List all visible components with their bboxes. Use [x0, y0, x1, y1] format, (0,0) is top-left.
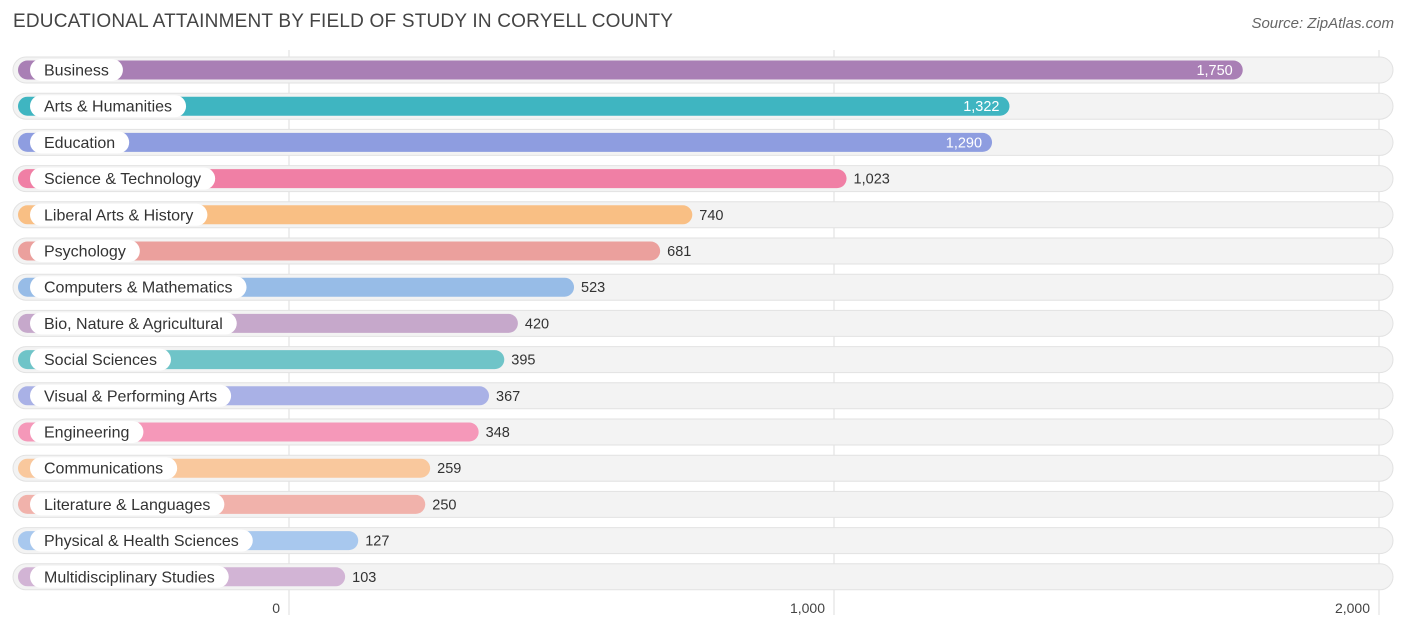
value-label: 420 — [525, 316, 549, 332]
category-label-pill — [30, 59, 123, 81]
category-label-pill — [30, 565, 229, 588]
bar-row: Social Sciences 395 — [12, 346, 1394, 374]
category-label: Education — [44, 135, 115, 152]
value-label: 1,322 — [963, 99, 999, 115]
category-label: Bio, Nature & Agricultural — [44, 316, 223, 333]
category-label: Liberal Arts & History — [44, 207, 193, 224]
value-label: 1,023 — [854, 172, 890, 188]
bar-row: Literature & Languages 250 — [12, 490, 1394, 518]
chart-title: EDUCATIONAL ATTAINMENT BY FIELD OF STUDY… — [13, 11, 674, 32]
category-label-pill — [30, 312, 237, 335]
value-label: 259 — [437, 461, 461, 477]
value-label: 681 — [667, 244, 691, 260]
bar — [18, 169, 847, 189]
bar-row: Liberal Arts & History 740 — [12, 201, 1394, 229]
bar-row: Communications 259 — [12, 454, 1394, 482]
bar-row: Multidisciplinary Studies 103 — [12, 563, 1394, 591]
bar — [18, 132, 993, 152]
category-label-pill — [30, 203, 208, 226]
category-label-pill — [30, 457, 178, 480]
value-label: 523 — [581, 280, 605, 296]
value-label: 103 — [352, 570, 376, 586]
category-label-pill — [30, 348, 171, 371]
bar-row: Engineering 348 — [12, 418, 1394, 446]
bar — [18, 96, 1010, 116]
value-label: 1,750 — [1196, 63, 1232, 79]
category-label-pill — [30, 493, 225, 516]
bar-row: Education 1,290 — [12, 128, 1394, 156]
category-label-pill — [30, 421, 144, 443]
category-label-pill — [30, 240, 140, 262]
category-label-pill — [30, 384, 232, 407]
bar-row: Business 1,750 — [12, 56, 1394, 84]
category-label: Visual & Performing Arts — [44, 388, 217, 405]
bar-track — [12, 563, 1394, 591]
category-label: Physical & Health Sciences — [44, 533, 239, 550]
x-axis-ticks: 0 1,000 2,000 — [272, 600, 1370, 616]
category-label: Psychology — [44, 244, 126, 261]
category-label-pill — [30, 167, 216, 190]
bar-row: Computers & Mathematics 523 — [12, 273, 1394, 301]
value-label: 250 — [432, 497, 456, 513]
bar-row: Science & Technology 1,023 — [12, 165, 1394, 193]
value-label: 1,290 — [946, 135, 982, 151]
value-label: 127 — [365, 534, 389, 550]
category-label: Business — [44, 63, 109, 80]
bar-row: Visual & Performing Arts 367 — [12, 382, 1394, 410]
value-label: 395 — [511, 353, 535, 369]
value-label: 367 — [496, 389, 520, 405]
bar-rows: Business 1,750 Arts & Humanities 1,322 Educa… — [12, 56, 1394, 591]
category-label: Science & Technology — [44, 171, 201, 188]
category-label-pill — [30, 131, 130, 154]
category-label: Social Sciences — [44, 352, 157, 369]
bar-row: Bio, Nature & Agricultural 420 — [12, 309, 1394, 337]
bar-track — [12, 527, 1394, 555]
chart-source: Source: ZipAtlas.com — [1251, 15, 1394, 32]
category-label: Arts & Humanities — [44, 99, 172, 116]
category-label: Multidisciplinary Studies — [44, 569, 215, 586]
category-label: Computers & Mathematics — [44, 280, 233, 297]
value-label: 348 — [486, 425, 510, 441]
x-tick-label: 2,000 — [1335, 600, 1370, 616]
bar-row: Arts & Humanities 1,322 — [12, 92, 1394, 120]
category-label-pill — [30, 276, 247, 299]
category-label: Literature & Languages — [44, 497, 210, 514]
x-tick-label: 0 — [272, 600, 280, 616]
bar — [18, 60, 1243, 80]
category-label-pill — [30, 95, 187, 118]
category-label-pill — [30, 529, 253, 552]
value-label: 740 — [699, 208, 723, 224]
bar — [18, 241, 661, 261]
bar-row: Physical & Health Sciences 127 — [12, 527, 1394, 555]
category-label: Communications — [44, 461, 163, 478]
category-label: Engineering — [44, 425, 129, 442]
x-tick-label: 1,000 — [790, 600, 825, 616]
bar-row: Psychology 681 — [12, 237, 1394, 265]
